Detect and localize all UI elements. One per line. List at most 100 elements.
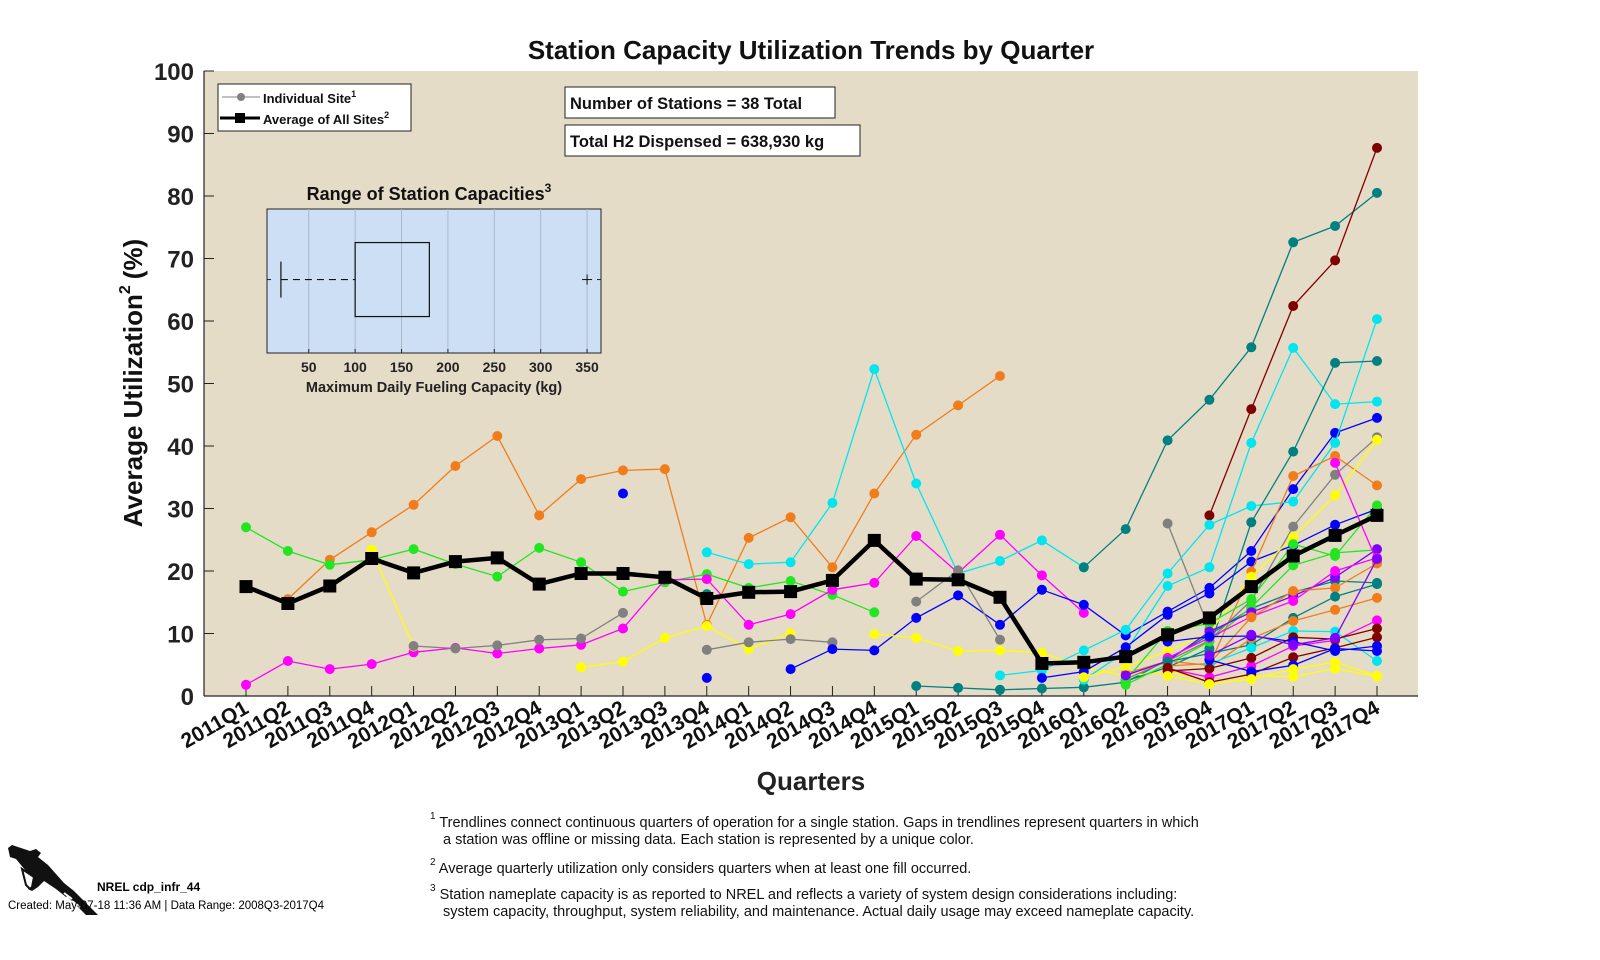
data-point: [701, 574, 712, 585]
svg-text:Total H2 Dispensed = 638,930 k: Total H2 Dispensed = 638,930 kg: [570, 133, 824, 151]
footnote-3: 3 Station nameplate capacity is as repor…: [430, 883, 1178, 903]
data-point: [534, 634, 545, 645]
data-point: [1078, 562, 1089, 573]
data-point: [743, 619, 754, 630]
average-point: [1035, 657, 1049, 670]
legend-individual-marker: [237, 93, 245, 101]
legend: Individual Site1 Average of All Sites2: [217, 83, 412, 132]
data-point: [1372, 671, 1382, 681]
legend-average-marker: [235, 113, 245, 123]
data-point: [1246, 666, 1257, 677]
data-point: [1246, 652, 1257, 663]
data-point: [911, 478, 922, 489]
data-point: [408, 499, 419, 510]
data-point: [1288, 616, 1299, 626]
data-point: [1246, 594, 1257, 605]
data-point: [1372, 187, 1382, 198]
data-point: [1204, 394, 1215, 405]
y-tick-label: 60: [167, 309, 194, 336]
data-point: [1288, 539, 1299, 550]
data-point: [1120, 642, 1131, 653]
data-point: [618, 586, 628, 597]
data-point: [576, 557, 587, 568]
data-point: [869, 577, 880, 588]
data-point: [618, 488, 628, 499]
y-axis-label: Average Utilization2(%): [117, 239, 148, 527]
series-line: [413, 612, 624, 650]
average-point: [1202, 611, 1216, 625]
data-point: [1036, 683, 1047, 694]
stations-annotation: Number of Stations = 38 Total: [564, 86, 836, 119]
inset-title: Range of Station Capacities3: [307, 181, 552, 204]
average-point: [1244, 580, 1258, 594]
y-tick-label: 30: [167, 497, 194, 524]
inset-box: [267, 241, 601, 318]
data-point: [408, 641, 419, 651]
x-axis: 2011Q12011Q22011Q32011Q42012Q12012Q22012…: [177, 686, 1418, 754]
data-point: [701, 672, 712, 683]
data-point: [324, 559, 335, 570]
data-point: [1288, 496, 1299, 507]
legend-average-label: Average of All Sites2: [263, 110, 389, 127]
capacity-boxplot-inset: Range of Station Capacities3 50 100 150 200…: [266, 181, 602, 396]
data-point: [534, 510, 545, 521]
data-point: [1036, 570, 1047, 581]
data-point: [282, 656, 293, 666]
data-point: [1330, 490, 1341, 501]
average-point: [490, 551, 504, 565]
data-point: [1288, 639, 1299, 650]
data-point: [366, 659, 377, 670]
average-point: [1077, 655, 1091, 669]
data-point: [1288, 237, 1299, 248]
data-point: [1120, 679, 1131, 690]
data-point: [701, 547, 712, 558]
data-point: [827, 584, 838, 595]
data-point: [1288, 652, 1299, 663]
data-point: [1078, 599, 1089, 610]
data-point: [659, 632, 670, 643]
data-point: [1246, 629, 1257, 640]
data-point: [1330, 604, 1341, 615]
series-site-teal-2: [1078, 187, 1382, 573]
data-point: [1246, 612, 1257, 623]
y-tick-label: 50: [167, 372, 194, 399]
y-tick-label: 80: [167, 184, 194, 211]
average-point: [365, 552, 379, 565]
data-point: [1246, 437, 1257, 448]
series-line: [287, 375, 1001, 627]
data-point: [534, 643, 545, 654]
inset-tick-label: 350: [575, 359, 599, 375]
series-line: [999, 318, 1378, 677]
data-point: [1204, 663, 1215, 674]
data-point: [1372, 656, 1382, 666]
data-point: [911, 531, 922, 541]
data-point: [618, 656, 628, 667]
x-axis-label: Quarters: [757, 766, 865, 796]
data-point: [869, 607, 880, 618]
data-point: [911, 596, 922, 607]
data-point: [618, 465, 628, 476]
fuel-nozzle-icon: [8, 845, 98, 915]
average-point: [323, 579, 337, 593]
data-point: [911, 632, 922, 643]
data-point: [1162, 609, 1173, 620]
data-point: [1246, 546, 1257, 556]
average-series: [239, 508, 1384, 670]
footnote-2: 2 Average quarterly utilization only con…: [430, 857, 972, 877]
data-point: [1204, 650, 1215, 661]
data-point: [1078, 645, 1089, 656]
data-point: [869, 488, 880, 499]
data-point: [911, 429, 922, 440]
series-line: [706, 367, 1085, 575]
data-point: [450, 643, 461, 654]
data-point: [1162, 581, 1173, 591]
average-point: [281, 597, 295, 610]
data-point: [1120, 670, 1131, 681]
data-point: [1162, 646, 1173, 656]
series-line: [245, 526, 875, 613]
dispensed-annotation: Total H2 Dispensed = 638,930 kg: [564, 124, 861, 157]
series-layer: [241, 142, 1382, 695]
data-point: [1372, 592, 1382, 603]
y-tick-label: 40: [167, 434, 194, 461]
